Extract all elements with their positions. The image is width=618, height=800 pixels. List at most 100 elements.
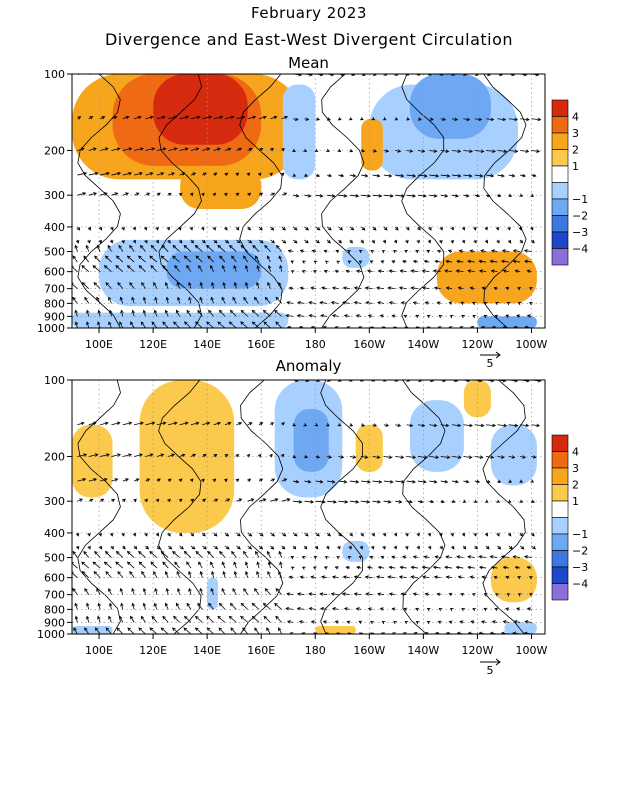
wind-vector-head bbox=[173, 147, 178, 151]
wind-vector-head bbox=[203, 172, 207, 176]
wind-vector-head bbox=[405, 545, 409, 550]
wind-vector-head bbox=[427, 239, 432, 244]
wind-vector-head bbox=[388, 592, 393, 596]
wind-vector-head bbox=[360, 116, 364, 121]
wind-vector-head bbox=[105, 571, 109, 575]
wind-vector-head bbox=[460, 593, 465, 597]
wind-vector bbox=[508, 174, 515, 177]
wind-vector-head bbox=[322, 325, 327, 328]
wind-vector-head bbox=[128, 453, 133, 457]
wind-vector-head bbox=[321, 286, 325, 290]
wind-vector bbox=[134, 148, 144, 151]
wind-vector-head bbox=[173, 115, 178, 119]
wind-vector-head bbox=[381, 632, 385, 634]
wind-vector-head bbox=[162, 421, 167, 426]
wind-vector-head bbox=[259, 533, 264, 537]
y-tick-label: 900 bbox=[44, 616, 65, 629]
wind-vector-head bbox=[351, 74, 356, 77]
wind-vector-head bbox=[286, 620, 291, 624]
wind-vector-head bbox=[191, 546, 196, 550]
wind-vector-head bbox=[292, 148, 296, 152]
wind-vector-head bbox=[335, 249, 340, 254]
wind-vector bbox=[100, 454, 110, 457]
wind-vector bbox=[172, 627, 180, 634]
wind-vector bbox=[406, 456, 416, 458]
wind-vector bbox=[513, 556, 521, 558]
wind-vector-head bbox=[373, 149, 377, 153]
wind-vector-head bbox=[228, 615, 233, 620]
wind-vector-head bbox=[517, 287, 521, 291]
wind-vector-head bbox=[210, 561, 214, 566]
wind-vector-head bbox=[228, 244, 233, 249]
wind-vector-head bbox=[514, 565, 519, 570]
wind-vector-head bbox=[397, 423, 402, 427]
wind-vector-head bbox=[96, 244, 101, 249]
wind-vector-head bbox=[110, 545, 114, 550]
wind-vector bbox=[491, 250, 498, 252]
wind-vector-head bbox=[393, 239, 398, 244]
wind-vector-head bbox=[355, 607, 360, 611]
wind-vector-head bbox=[139, 244, 144, 249]
wind-vector-head bbox=[469, 286, 474, 291]
wind-vector-head bbox=[155, 239, 159, 244]
wind-vector-head bbox=[522, 455, 526, 459]
wind-vector-head bbox=[500, 631, 505, 634]
wind-vector bbox=[286, 301, 294, 304]
wind-vector-head bbox=[387, 286, 392, 290]
wind-vector bbox=[77, 172, 87, 176]
wind-vector-head bbox=[526, 607, 531, 611]
wind-vector bbox=[444, 270, 453, 273]
wind-vector-head bbox=[345, 269, 350, 273]
wind-vector-head bbox=[172, 550, 176, 555]
wind-vector bbox=[315, 480, 323, 483]
wind-vector-head bbox=[400, 173, 405, 178]
wind-vector bbox=[156, 454, 164, 457]
wind-vector-head bbox=[183, 244, 188, 249]
wind-vector bbox=[208, 603, 214, 610]
divergence-region bbox=[180, 165, 262, 209]
wind-vector bbox=[97, 245, 101, 252]
wind-vector bbox=[179, 172, 185, 176]
wind-vector-head bbox=[133, 545, 138, 550]
x-tick-label: 140E bbox=[193, 644, 221, 657]
wind-vector-head bbox=[139, 171, 143, 176]
wind-vector-head bbox=[230, 627, 234, 631]
wind-vector-head bbox=[502, 117, 507, 122]
wind-vector-head bbox=[475, 74, 479, 76]
wind-vector bbox=[100, 422, 109, 426]
wind-vector bbox=[219, 255, 226, 263]
wind-vector-head bbox=[256, 570, 260, 575]
wind-vector-head bbox=[388, 173, 393, 178]
wind-vector-head bbox=[149, 255, 153, 260]
wind-vector-head bbox=[233, 570, 238, 575]
wind-vector-head bbox=[412, 555, 417, 559]
wind-vector-head bbox=[424, 592, 429, 596]
wind-vector-head bbox=[342, 575, 347, 579]
wind-vector-head bbox=[154, 587, 158, 592]
wind-vector-head bbox=[142, 602, 147, 607]
wind-vector-head bbox=[241, 115, 246, 119]
wind-vector-head bbox=[531, 239, 535, 244]
wind-vector-head bbox=[103, 478, 108, 482]
wind-vector-head bbox=[218, 309, 223, 314]
wind-vector bbox=[354, 576, 362, 579]
wind-vector-head bbox=[343, 479, 348, 484]
wind-vector-head bbox=[501, 455, 505, 459]
wind-vector-head bbox=[132, 239, 137, 244]
wind-vector bbox=[281, 498, 290, 502]
wind-vector-head bbox=[367, 607, 372, 611]
wind-vector-head bbox=[103, 265, 108, 269]
wind-vector-head bbox=[466, 117, 471, 122]
y-tick-label: 200 bbox=[44, 144, 65, 157]
wind-vector-head bbox=[514, 117, 519, 122]
wind-vector bbox=[395, 480, 405, 483]
wind-vector-head bbox=[531, 499, 535, 503]
wind-vector-head bbox=[478, 555, 483, 559]
wind-vector bbox=[468, 270, 475, 273]
wind-vector-head bbox=[105, 282, 109, 286]
wind-vector-head bbox=[478, 380, 483, 383]
wind-vector-head bbox=[210, 296, 214, 301]
wind-vector-head bbox=[94, 627, 99, 632]
wind-vector-head bbox=[185, 115, 190, 119]
